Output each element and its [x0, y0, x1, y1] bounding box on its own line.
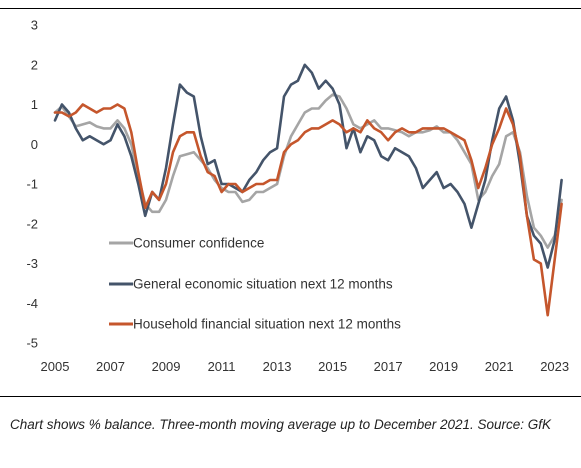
- y-tick-label: 0: [31, 137, 38, 152]
- y-tick-label: 3: [31, 18, 38, 33]
- x-tick-label: 2023: [540, 359, 569, 374]
- series-line-2: [53, 63, 563, 269]
- x-tick-label: 2021: [485, 359, 514, 374]
- x-tick-label: 2011: [208, 359, 236, 374]
- chart-caption: Chart shows % balance. Three-month movin…: [10, 417, 552, 432]
- x-tick-label: 2007: [96, 359, 125, 374]
- y-tick-label: 2: [31, 57, 38, 72]
- series-layer: [53, 63, 563, 317]
- series-line-3: [53, 103, 563, 317]
- x-tick-label: 2015: [318, 359, 347, 374]
- x-axis: 2005 2007 2009 2011 2013 2015 2017 2019 2021 2023: [41, 359, 570, 374]
- x-tick-label: 2019: [429, 359, 458, 374]
- legend-label-2: General economic situation next 12 month…: [133, 277, 393, 292]
- y-tick-label: -3: [26, 256, 38, 271]
- y-tick-label: -5: [26, 336, 38, 351]
- legend: Consumer confidence General economic situ…: [109, 236, 401, 332]
- x-tick-label: 2013: [263, 359, 292, 374]
- legend-label-1: Consumer confidence: [133, 236, 264, 251]
- x-tick-label: 2009: [152, 359, 181, 374]
- legend-label-3: Household financial situation next 12 mo…: [133, 317, 401, 332]
- x-tick-label: 2005: [41, 359, 70, 374]
- x-tick-label: 2017: [374, 359, 403, 374]
- y-axis: 3 2 1 0 -1 -2 -3 -4 -5: [26, 18, 38, 351]
- y-tick-label: -4: [26, 296, 38, 311]
- y-tick-label: -1: [26, 177, 38, 192]
- y-tick-label: -2: [26, 216, 38, 231]
- y-tick-label: 1: [31, 97, 38, 112]
